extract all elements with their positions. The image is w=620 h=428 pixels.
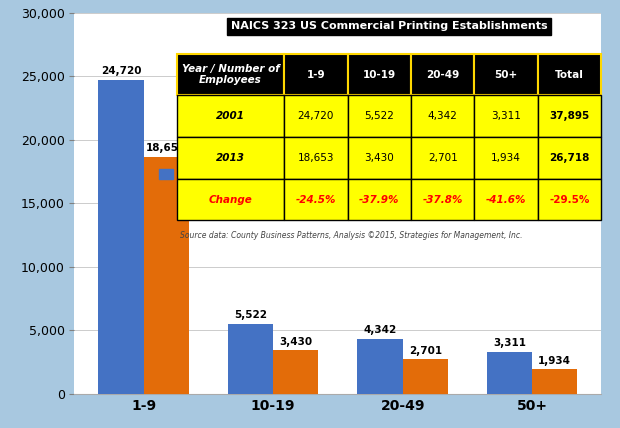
Bar (487, 352, 532, 394)
Bar (99, 80, 144, 394)
Text: 24,720: 24,720 (101, 66, 141, 76)
Text: 3,430: 3,430 (279, 337, 312, 347)
Bar (357, 339, 402, 394)
Text: 5,522: 5,522 (234, 310, 267, 320)
Text: 4,342: 4,342 (363, 325, 397, 335)
Text: 3,311: 3,311 (493, 338, 526, 348)
Text: 2,701: 2,701 (409, 346, 442, 356)
Text: 18,653: 18,653 (146, 143, 187, 153)
Text: Source data: County Business Patterns, Analysis ©2015, Strategies for Management: Source data: County Business Patterns, A… (180, 231, 522, 240)
Text: NAICS 323 US Commercial Printing Establishments: NAICS 323 US Commercial Printing Establi… (231, 21, 547, 31)
Bar (532, 369, 577, 394)
Bar (228, 324, 273, 394)
Bar (144, 157, 189, 394)
Bar (402, 360, 448, 394)
Text: 1,934: 1,934 (538, 356, 571, 366)
Legend: 2001, 2013: 2001, 2013 (154, 163, 275, 186)
Bar (273, 350, 319, 394)
